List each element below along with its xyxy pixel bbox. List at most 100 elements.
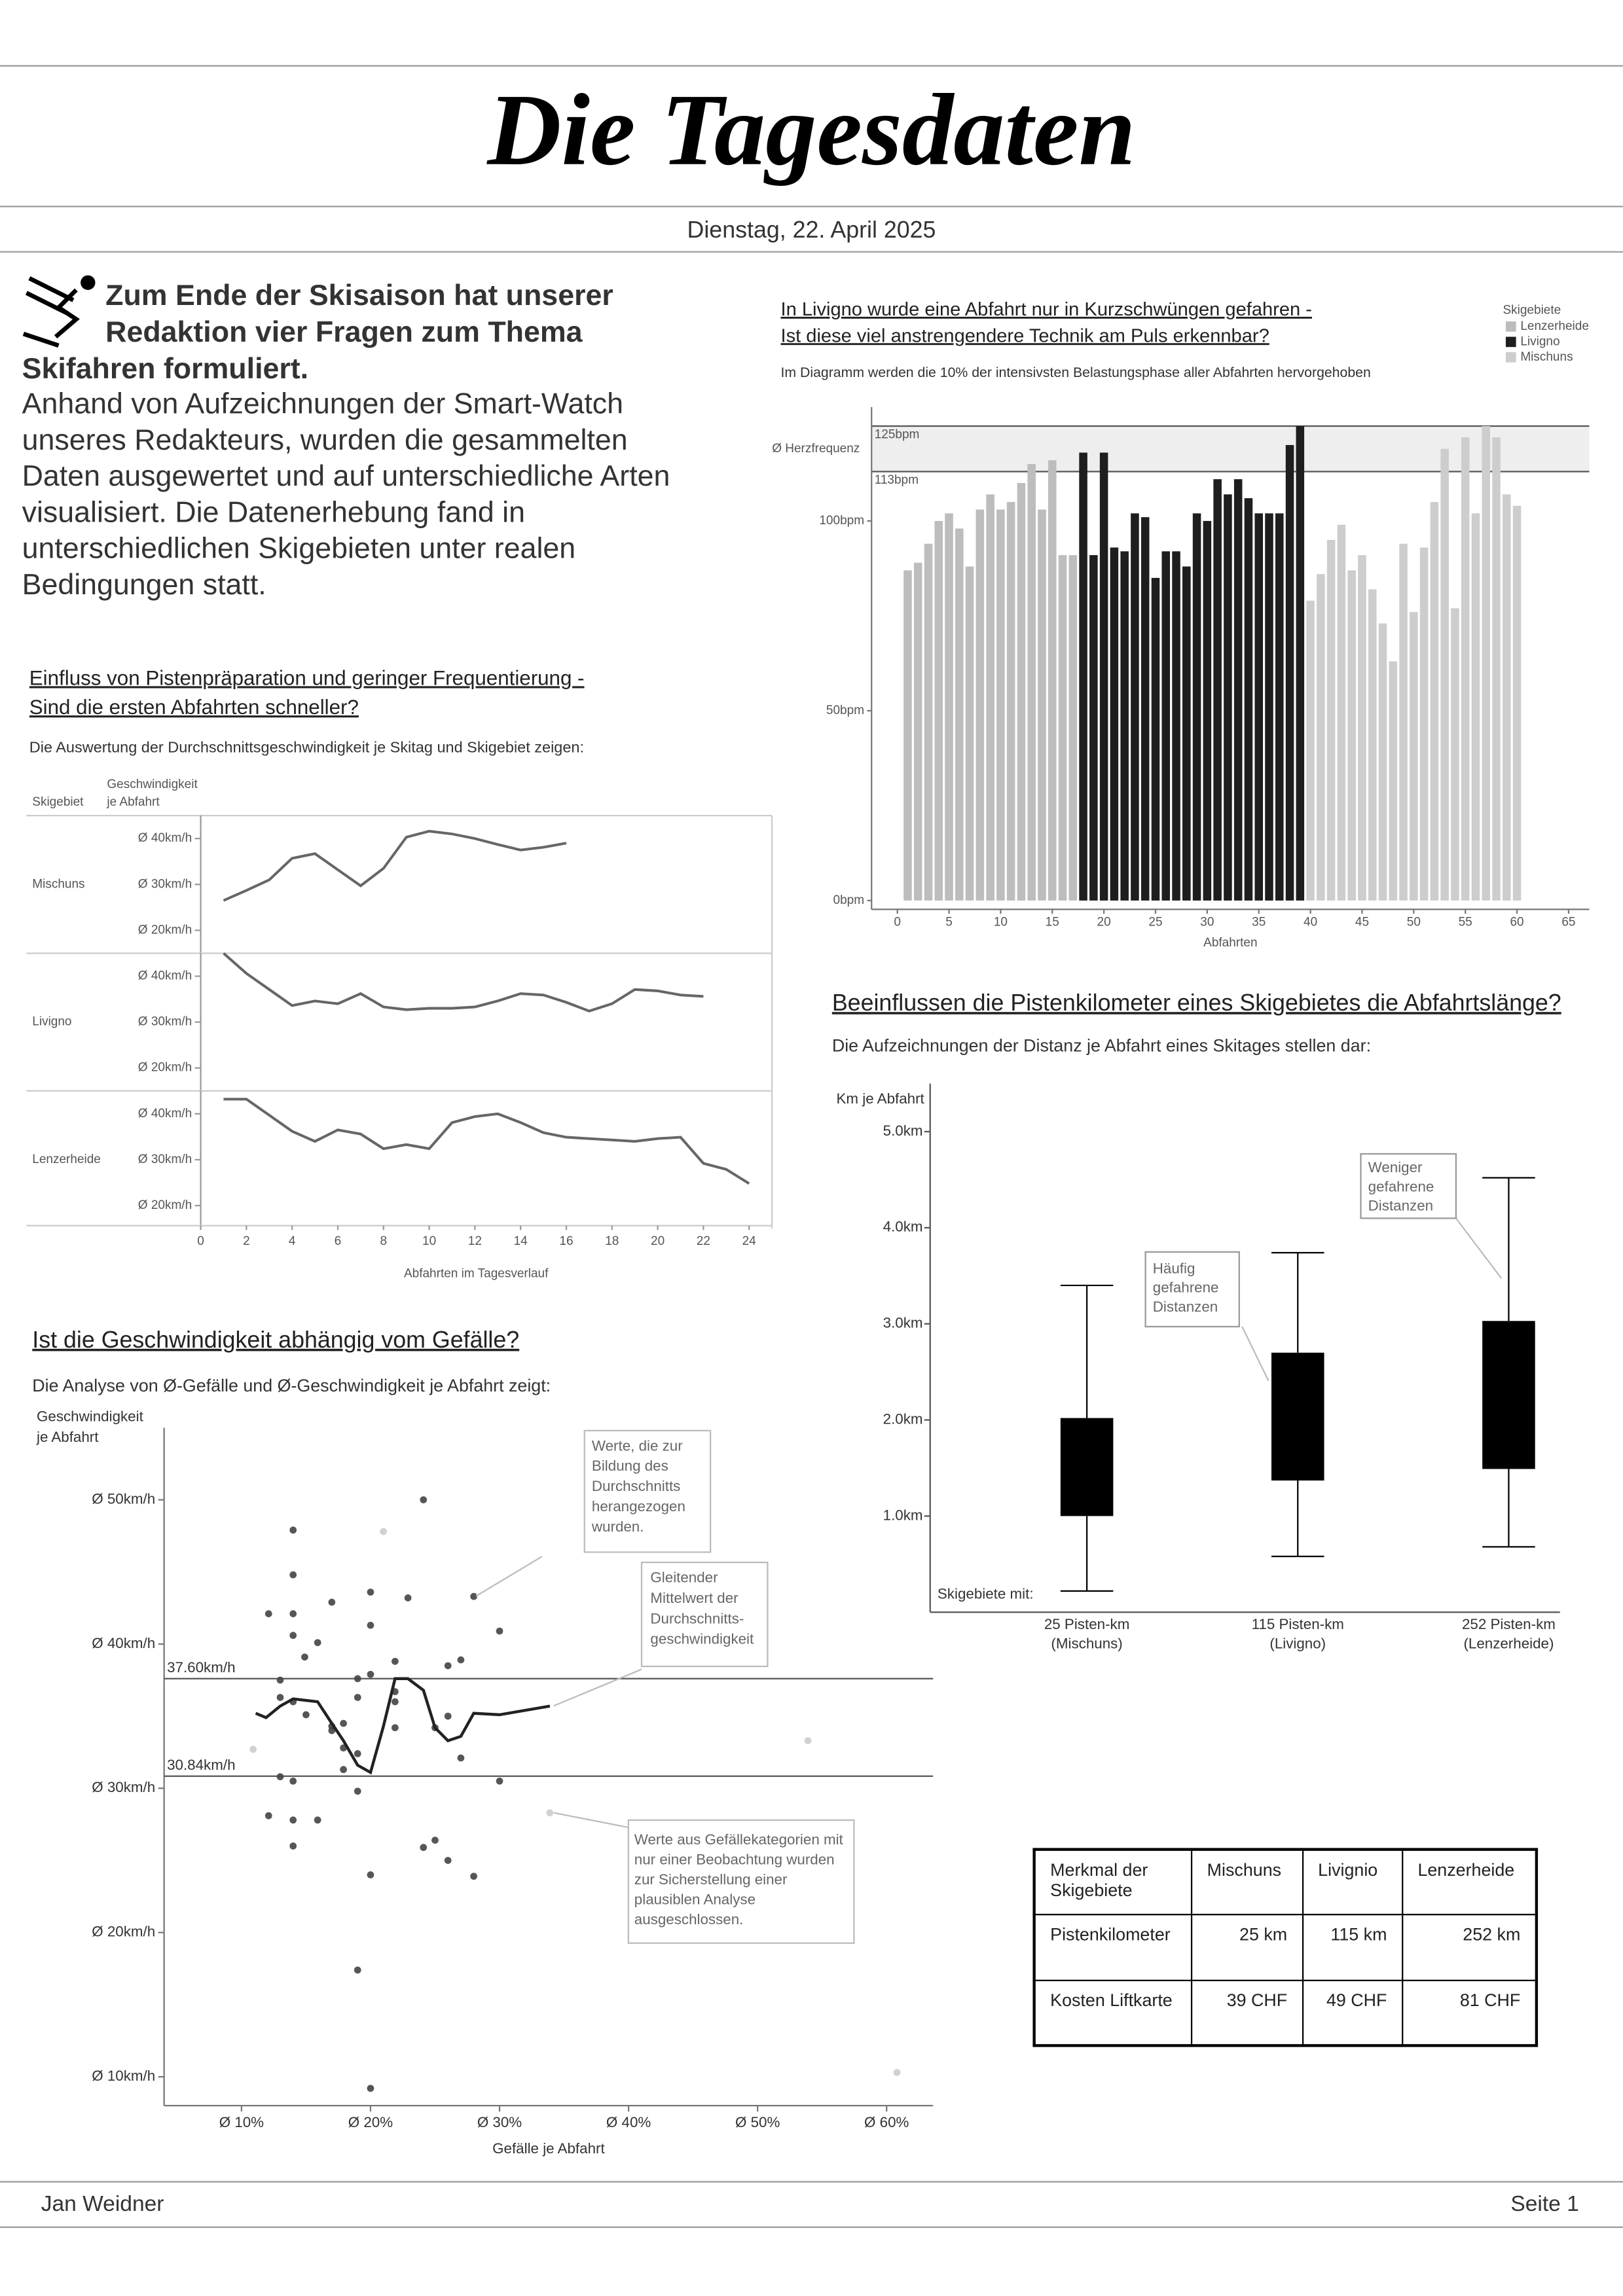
x-tick-label: 25 Pisten-km (1044, 1616, 1129, 1632)
legend-title: Skigebiete (1503, 303, 1561, 317)
legend-label: Mischuns (1520, 350, 1573, 364)
point (444, 1712, 452, 1720)
table-cell: Merkmal der Skigebiete (1033, 1848, 1193, 1915)
x-tick-label: (Lenzerheide) (1463, 1635, 1554, 1651)
annotation-text: gefahrene (1368, 1178, 1434, 1194)
point (470, 1592, 477, 1600)
y-tick-label: 4.0km (883, 1219, 923, 1235)
y-tick-label: 50bpm (826, 704, 864, 717)
x-tick-label: 30 (1200, 915, 1214, 929)
annotation-connector (553, 1668, 642, 1707)
point (392, 1698, 399, 1706)
point (354, 1787, 361, 1795)
chart-subtitle: Die Analyse von Ø-Gefälle und Ø-Geschwin… (32, 1376, 551, 1395)
annotation-text: Bildung des (592, 1458, 668, 1474)
y-tick-label: 100bpm (819, 514, 864, 528)
bar (955, 528, 964, 901)
y-tick-label: Ø 30km/h (138, 1015, 192, 1029)
bar (1161, 551, 1171, 901)
excluded-point (546, 1809, 554, 1817)
bar (1213, 479, 1222, 901)
reference-label: 30.84km/h (167, 1757, 235, 1773)
table-cell: 252 km (1401, 1912, 1538, 1981)
annotation-text: plausiblen Analyse (634, 1891, 756, 1907)
bar (1048, 460, 1057, 901)
point (420, 1496, 428, 1503)
point (289, 1842, 297, 1850)
bar (1337, 524, 1346, 901)
bar (1368, 589, 1377, 901)
point (354, 1750, 361, 1757)
annotation-connector (475, 1556, 543, 1597)
bar (1451, 608, 1459, 901)
point (496, 1777, 503, 1785)
point (392, 1724, 399, 1732)
y-tick-label: 0bpm (833, 893, 865, 907)
intro-body: Bedingungen statt. (22, 568, 266, 601)
x-tick-label: 60 (1510, 915, 1523, 929)
date: Dienstag, 22. April 2025 (687, 217, 936, 243)
table-cell: 25 km (1191, 1912, 1304, 1981)
annotation-text: Mittelwert der (650, 1590, 739, 1606)
y-tick-label: Ø 10km/h (92, 2068, 155, 2084)
facet-header: Skigebiet (32, 795, 84, 809)
x-tick-label: (Mischuns) (1051, 1635, 1122, 1651)
x-tick-label: Ø 20% (348, 2114, 393, 2130)
bar (1224, 494, 1232, 901)
point (264, 1812, 272, 1820)
y-tick-label: 1.0km (883, 1507, 923, 1523)
point (314, 1816, 321, 1824)
x-tick-label: 4 (289, 1234, 296, 1248)
point (276, 1694, 284, 1701)
intro-body: Anhand von Aufzeichnungen der Smart-Watc… (22, 387, 623, 420)
x-tick-label: 40 (1304, 915, 1317, 929)
bar (1347, 570, 1356, 901)
distance-box-chart: Beeinflussen die Pistenkilometer eines S… (832, 990, 1561, 1613)
excluded-point (249, 1746, 257, 1753)
legend-label: Livigno (1520, 334, 1559, 348)
bar (1110, 547, 1119, 901)
point (367, 1621, 374, 1629)
x-tick-label: 45 (1355, 915, 1369, 929)
annotation-text: Weniger (1368, 1159, 1423, 1175)
bar (1006, 501, 1015, 901)
y-tick-label: 3.0km (883, 1315, 923, 1331)
bar (1068, 555, 1078, 901)
reference-label: 113bpm (875, 473, 919, 487)
annotation-text: Werte, die zur (592, 1437, 683, 1454)
annotation-text: Werte aus Gefällekategorien mit (634, 1831, 844, 1848)
annotation-text: Gleitender (650, 1570, 718, 1586)
intro-lead: Zum Ende der Skisaison hat unserer (105, 279, 613, 312)
band (871, 425, 1590, 472)
bar (1461, 437, 1470, 901)
skier-icon (22, 275, 96, 348)
annotation-text: Distanzen (1368, 1197, 1433, 1213)
point (289, 1526, 297, 1534)
x-tick-label: 16 (559, 1234, 573, 1248)
bar (1285, 444, 1294, 901)
point (457, 1754, 465, 1762)
box (1271, 1352, 1324, 1481)
intro-body: unseres Redakteurs, wurden die gesammelt… (22, 423, 628, 456)
intro-body: visualisiert. Die Datenerhebung fand in (22, 495, 525, 528)
annotation-text: Häufig (1153, 1261, 1195, 1277)
table-cell: 115 km (1302, 1912, 1404, 1981)
bar (1471, 513, 1480, 901)
bar (1317, 574, 1325, 901)
table-row: Pistenkilometer 25 km 115 km 252 km (1033, 1912, 1538, 1981)
y-tick-label: Ø 40km/h (138, 969, 192, 983)
reference-label: 125bpm (875, 427, 920, 441)
bar (1306, 600, 1315, 901)
x-tick-label: (Livigno) (1269, 1635, 1326, 1651)
x-axis-label: Abfahrten (1203, 936, 1257, 950)
annotation-box (1144, 1251, 1240, 1328)
bar (924, 543, 933, 901)
point (301, 1653, 308, 1661)
bar (1358, 555, 1366, 901)
y-axis-label: je Abfahrt (106, 795, 160, 809)
annotation-connector (553, 1812, 629, 1829)
excluded-point (804, 1737, 812, 1744)
